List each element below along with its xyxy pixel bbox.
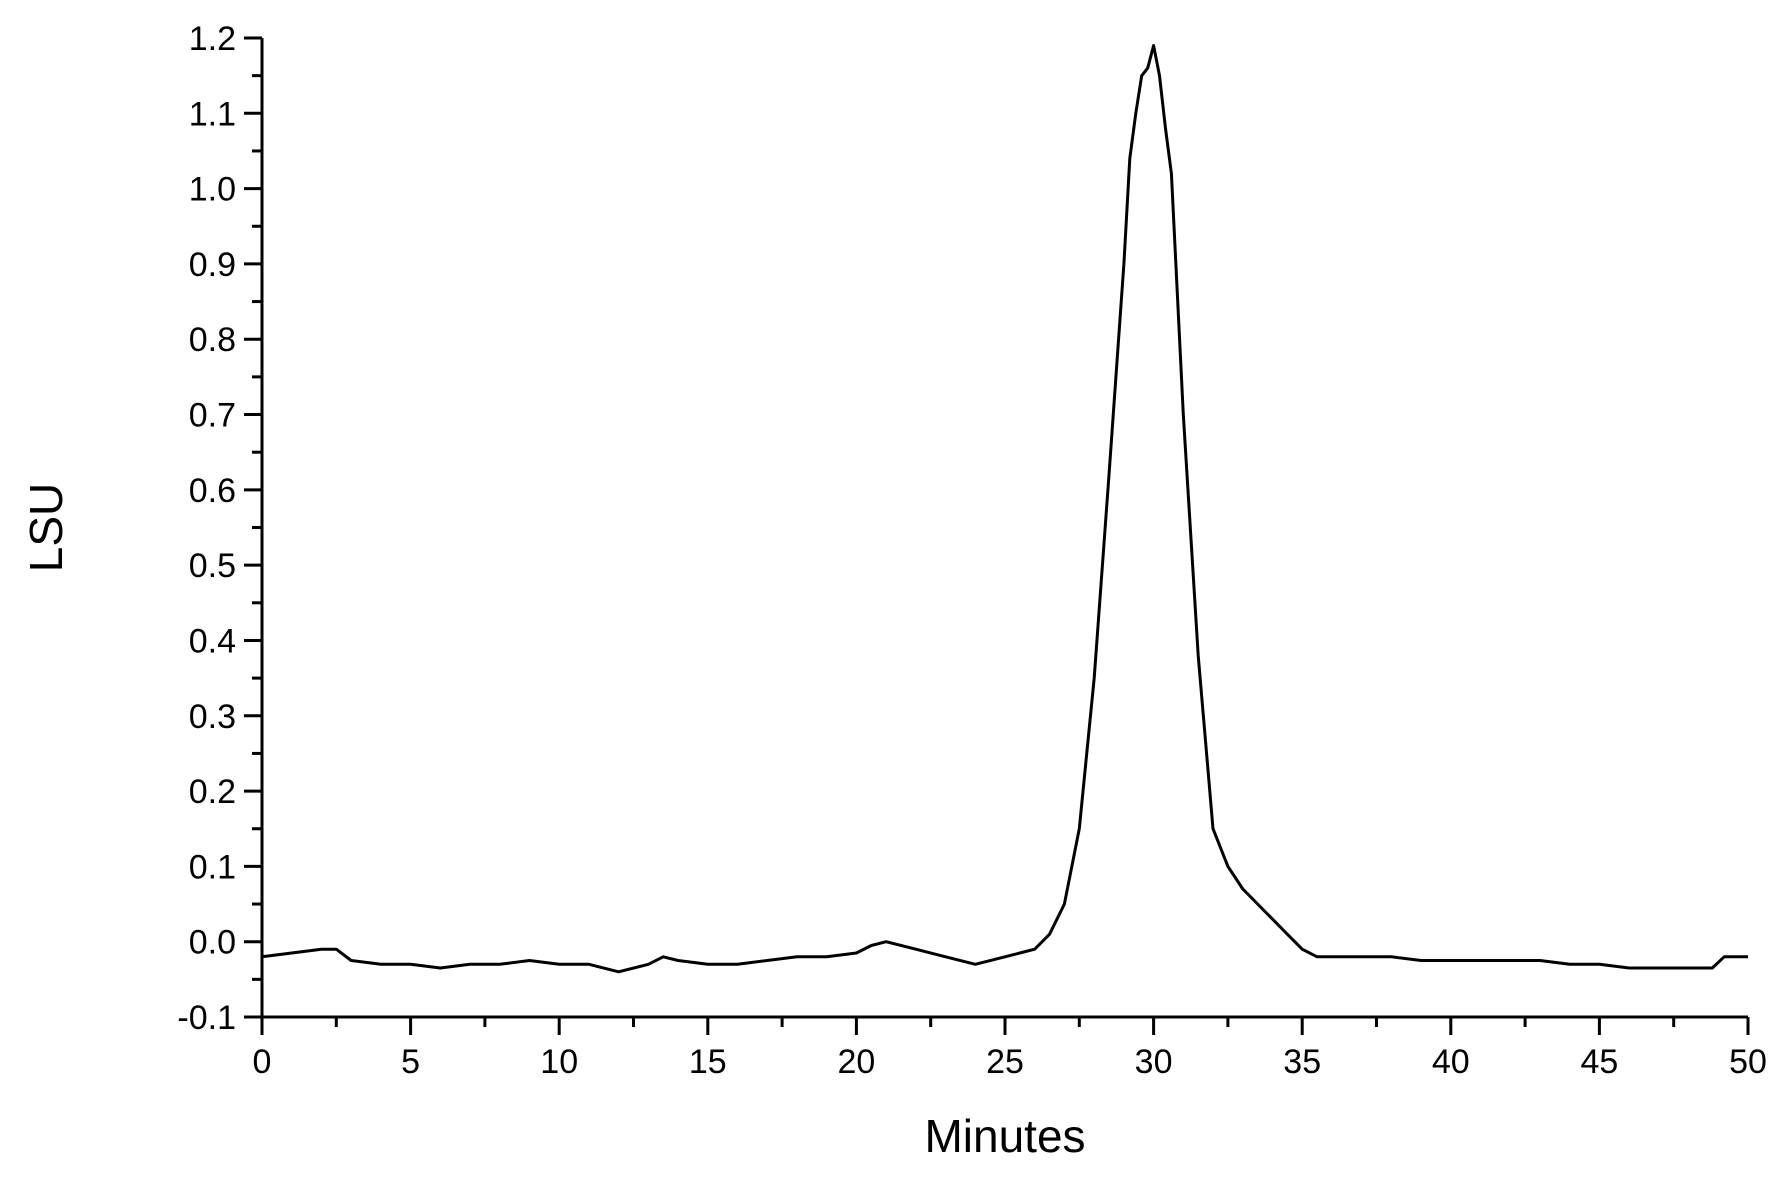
series-line bbox=[261, 44, 1748, 974]
x-tick-label: 50 bbox=[1729, 1043, 1767, 1081]
x-ticks: 0 5 10 15 20 25 30 35 40 45 50 bbox=[253, 1017, 1767, 1081]
y-tick-label: 0.0 bbox=[189, 924, 236, 962]
x-tick-label: 40 bbox=[1432, 1043, 1470, 1081]
y-tick-label: 1.2 bbox=[189, 20, 236, 58]
y-axis-title: LSU bbox=[20, 483, 72, 572]
y-ticks: -0.1 0.0 0.1 0.2 0.3 0.4 0.5 0.6 0.7 0.8 0.9 1.0 1.1… bbox=[177, 20, 262, 1037]
x-tick-label: 25 bbox=[986, 1043, 1024, 1081]
y-tick-label: 0.4 bbox=[189, 622, 236, 660]
y-tick-label: 0.7 bbox=[189, 397, 236, 435]
x-axis-title: Minutes bbox=[924, 1110, 1085, 1162]
x-tick-label: 20 bbox=[837, 1043, 875, 1081]
x-tick-label: 35 bbox=[1283, 1043, 1321, 1081]
y-tick-label: 1.0 bbox=[189, 171, 236, 209]
x-tick-label: 30 bbox=[1135, 1043, 1173, 1081]
y-tick-label: 0.3 bbox=[189, 698, 236, 736]
y-tick-label: 0.5 bbox=[189, 547, 236, 585]
x-tick-label: 45 bbox=[1580, 1043, 1618, 1081]
y-tick-label: 1.1 bbox=[189, 95, 236, 133]
x-tick-label: 15 bbox=[689, 1043, 727, 1081]
y-tick-label: -0.1 bbox=[177, 999, 236, 1037]
x-tick-label: 10 bbox=[540, 1043, 578, 1081]
y-tick-label: 0.2 bbox=[189, 773, 236, 811]
y-tick-label: 0.9 bbox=[189, 246, 236, 284]
y-tick-label: 0.8 bbox=[189, 321, 236, 359]
y-tick-label: 0.1 bbox=[189, 848, 236, 886]
y-tick-label: 0.6 bbox=[189, 472, 236, 510]
axes bbox=[260, 38, 1748, 1019]
x-tick-label: 0 bbox=[253, 1043, 272, 1081]
x-tick-label: 5 bbox=[401, 1043, 420, 1081]
